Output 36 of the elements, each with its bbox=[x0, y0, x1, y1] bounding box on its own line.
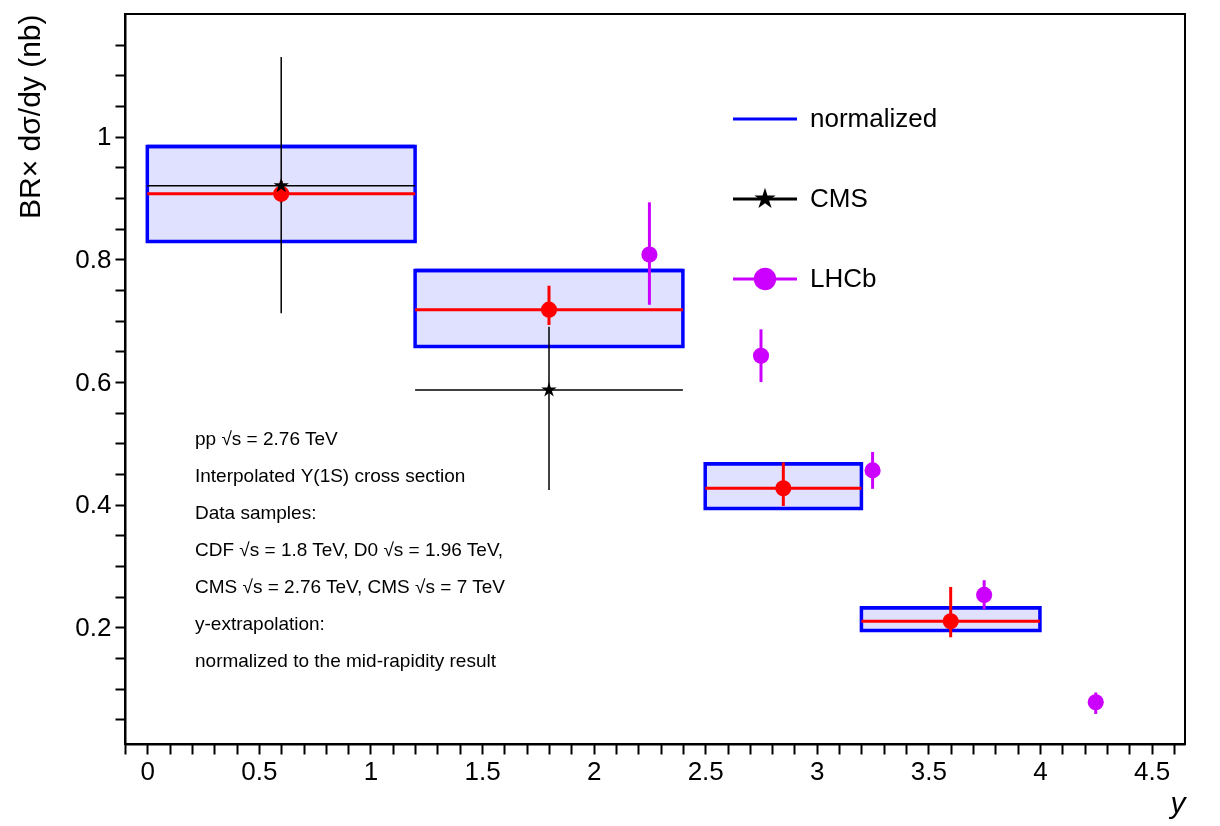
legend-label: LHCb bbox=[810, 263, 877, 293]
annotation: Data samples: bbox=[195, 502, 317, 523]
y-tick-label: 0.6 bbox=[75, 366, 112, 397]
x-tick-label: 3.5 bbox=[910, 755, 947, 786]
legend-label: CMS bbox=[810, 183, 868, 213]
legend-label: normalized bbox=[810, 103, 938, 133]
x-tick-label: 3 bbox=[810, 755, 825, 786]
point bbox=[540, 301, 558, 318]
annotation: normalized to the mid-rapidity result bbox=[195, 650, 497, 671]
point bbox=[641, 246, 658, 263]
x-tick-label: 1 bbox=[363, 755, 379, 786]
annotation: pp √s = 2.76 TeV bbox=[195, 428, 338, 449]
x-axis-title: y bbox=[1168, 785, 1188, 819]
x-tick-label: 2 bbox=[586, 755, 602, 786]
annotation: y-extrapolation: bbox=[195, 613, 325, 634]
point bbox=[1087, 694, 1104, 711]
point bbox=[273, 177, 289, 193]
y-tick-label: 1 bbox=[97, 121, 112, 152]
point bbox=[864, 462, 881, 479]
point bbox=[976, 586, 993, 603]
x-tick-label: 4 bbox=[1033, 755, 1048, 786]
x-tick-label: 2.5 bbox=[687, 755, 724, 786]
y-tick-label: 0.2 bbox=[75, 611, 112, 642]
x-tick-label: 4.5 bbox=[1133, 755, 1171, 786]
x-tick-label: 0 bbox=[140, 755, 156, 786]
y-tick-label: 0.8 bbox=[75, 243, 112, 274]
point bbox=[775, 480, 792, 497]
y-tick-label: 0.4 bbox=[75, 489, 112, 520]
annotation: CMS √s = 2.76 TeV, CMS √s = 7 TeV bbox=[195, 576, 506, 597]
annotation: Interpolated Υ(1S) cross section bbox=[195, 465, 466, 486]
point bbox=[752, 347, 770, 364]
point bbox=[942, 613, 959, 630]
annotation: CDF √s = 1.8 TeV, D0 √s = 1.96 TeV, bbox=[195, 539, 504, 560]
y-axis-title: BR× dσ/dy (nb) bbox=[12, 14, 46, 219]
x-tick-label: 1.5 bbox=[464, 755, 501, 786]
x-tick-label: 0.5 bbox=[241, 755, 278, 786]
